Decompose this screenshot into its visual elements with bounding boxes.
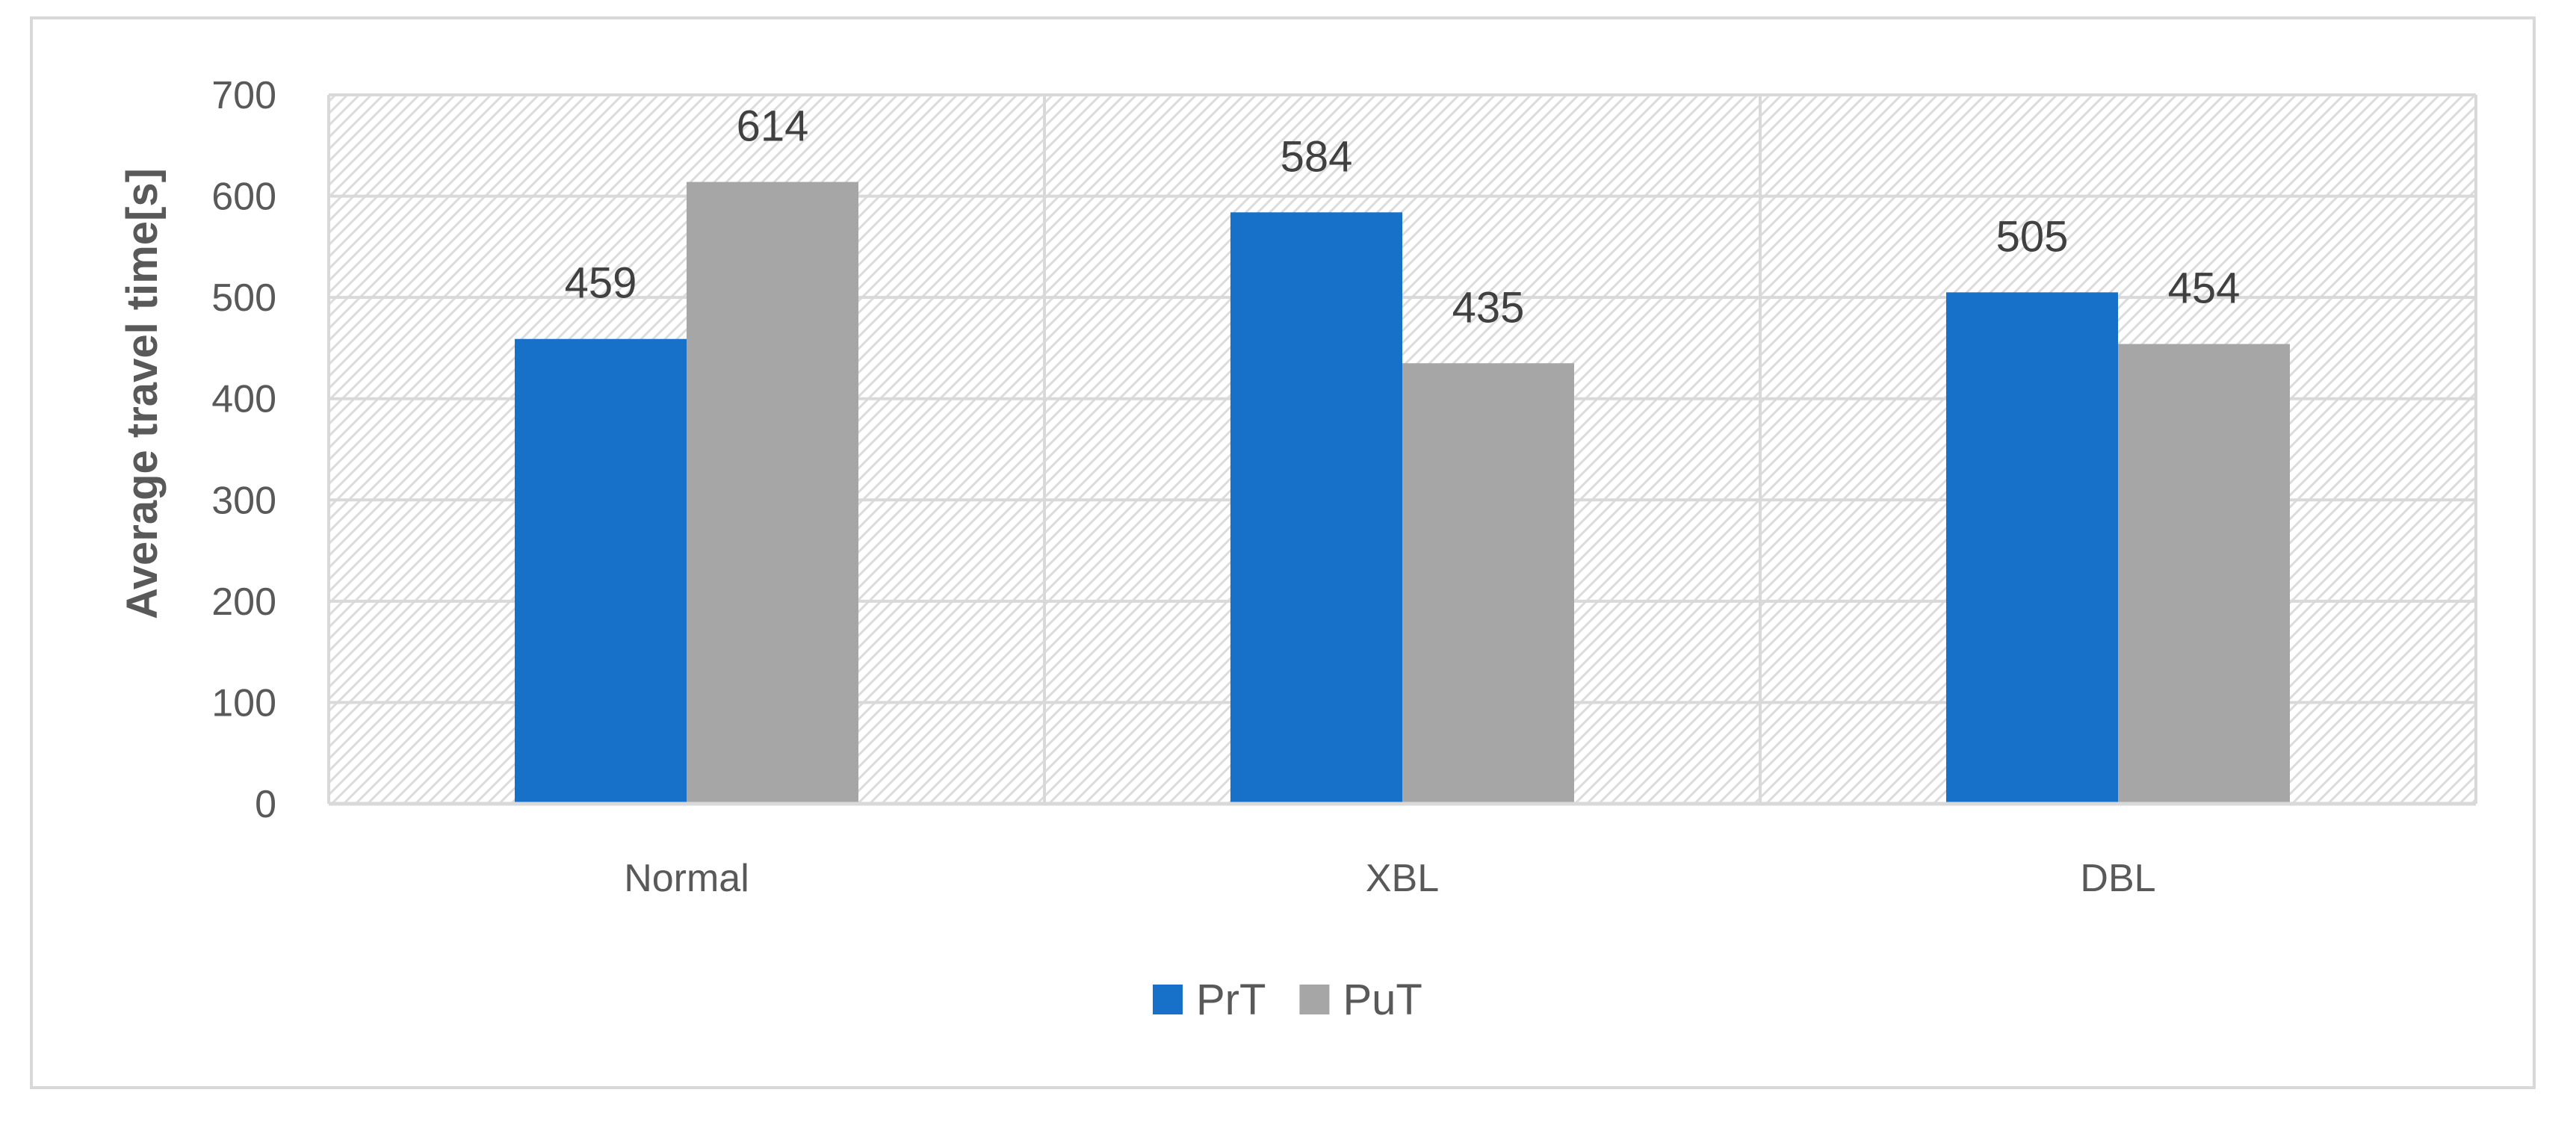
y-tick-label: 200 bbox=[211, 580, 276, 624]
legend-label-prt: PrT bbox=[1196, 976, 1266, 1024]
legend-swatch-put bbox=[1299, 985, 1330, 1014]
bars bbox=[515, 182, 2290, 805]
axes: 0 100 200 300 400 500 600 700 Normal XBL DBL bbox=[211, 74, 2476, 900]
data-labels: 459 614 584 435 505 454 bbox=[565, 102, 2241, 332]
bar-prt bbox=[515, 338, 687, 804]
y-tick-label: 500 bbox=[211, 276, 276, 320]
data-label: 435 bbox=[1452, 283, 1525, 332]
y-tick-label: 400 bbox=[211, 378, 276, 421]
y-axis-title: Average travel time[s] bbox=[118, 168, 167, 619]
y-tick-label: 0 bbox=[255, 783, 276, 826]
data-label: 614 bbox=[737, 102, 809, 151]
legend-label-put: PuT bbox=[1343, 976, 1422, 1024]
y-tick-label: 600 bbox=[211, 176, 276, 219]
legend-swatch-prt bbox=[1153, 985, 1183, 1014]
x-tick-label: DBL bbox=[2080, 857, 2155, 900]
data-label: 584 bbox=[1281, 132, 1353, 181]
y-tick-label: 700 bbox=[211, 74, 276, 117]
bar-put bbox=[1402, 363, 1574, 804]
x-tick-label: Normal bbox=[624, 857, 749, 900]
y-tick-label: 100 bbox=[211, 681, 276, 725]
bar-prt bbox=[1230, 212, 1402, 805]
bar-prt bbox=[1946, 292, 2118, 805]
data-label: 454 bbox=[2168, 264, 2241, 313]
x-tick-label: XBL bbox=[1366, 857, 1439, 900]
bar-put bbox=[687, 182, 858, 804]
bar-put bbox=[2118, 344, 2290, 804]
data-label: 505 bbox=[1996, 212, 2069, 261]
data-label: 459 bbox=[565, 259, 637, 308]
legend: PrT PuT bbox=[1153, 976, 1422, 1024]
y-tick-label: 300 bbox=[211, 479, 276, 522]
